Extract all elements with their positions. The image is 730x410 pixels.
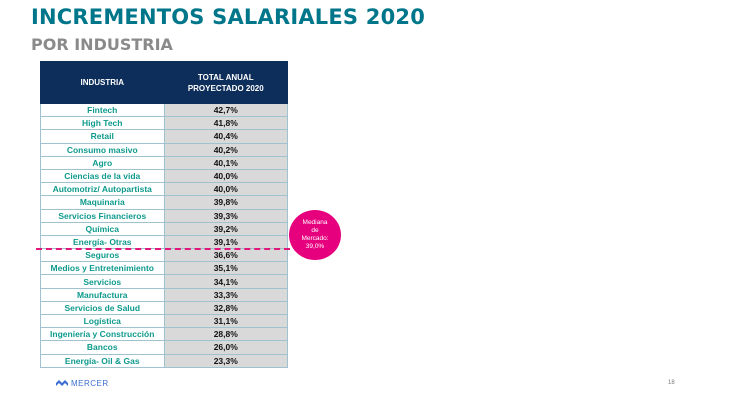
table-row: Química 39,2% — [40, 221, 288, 236]
value-cell: 33,3% — [163, 287, 288, 302]
value-cell: 40,0% — [163, 168, 288, 184]
table-row: Ciencias de la vida 40,0% — [40, 168, 288, 184]
table-row: Ingeniería y Construcción 28,8% — [40, 327, 288, 342]
value-cell: 28,8% — [163, 327, 288, 342]
table-row: Servicios 34,1% — [40, 274, 288, 289]
table-row: High Tech 41,8% — [40, 116, 288, 131]
table-row: Energía- Otras 39,1% — [40, 234, 288, 250]
value-cell: 31,1% — [163, 313, 288, 329]
value-cell: 32,8% — [163, 300, 288, 316]
header-industry: INDUSTRIA — [40, 61, 165, 104]
value-cell: 41,8% — [163, 116, 288, 131]
table-row: Fintech 42,7% — [40, 102, 288, 118]
industry-cell: Energía- Oil & Gas — [40, 353, 165, 368]
industry-cell: Automotriz/ Autopartista — [40, 182, 165, 197]
value-cell: 40,0% — [163, 182, 288, 197]
industry-cell: Bancos — [40, 340, 165, 355]
industry-cell: Logística — [40, 313, 165, 329]
page-subtitle: POR INDUSTRIA — [31, 35, 173, 54]
table-row: Servicios de Salud 32,8% — [40, 300, 288, 316]
value-cell: 35,1% — [163, 261, 288, 276]
value-cell: 42,7% — [163, 102, 288, 118]
table-row: Bancos 26,0% — [40, 340, 288, 355]
table-row: Retail 40,4% — [40, 129, 288, 144]
industry-cell: Servicios — [40, 274, 165, 289]
industry-cell: Química — [40, 221, 165, 236]
value-cell: 36,6% — [163, 248, 288, 263]
median-value: 39,0% — [305, 243, 325, 250]
table-row: Manufactura 33,3% — [40, 287, 288, 302]
industry-cell: Servicios de Salud — [40, 300, 165, 316]
industry-cell: Retail — [40, 129, 165, 144]
table-row: Agro 40,1% — [40, 155, 288, 170]
value-cell: 39,3% — [163, 208, 288, 223]
mercer-logo-icon — [56, 380, 68, 386]
industry-cell: Seguros — [40, 248, 165, 263]
industry-cell: Agro — [40, 155, 165, 170]
industry-cell: Ciencias de la vida — [40, 168, 165, 184]
industry-cell: Maquinaria — [40, 195, 165, 210]
value-cell: 34,1% — [163, 274, 288, 289]
industry-cell: Manufactura — [40, 287, 165, 302]
mercer-logo: MERCER — [56, 378, 109, 388]
table-row: Consumo masivo 40,2% — [40, 142, 288, 157]
table-body: Fintech 42,7% High Tech 41,8% Retail 40,4% Con… — [40, 102, 288, 368]
page-number: 18 — [668, 380, 675, 386]
header-total-line1: TOTAL ANUAL — [197, 72, 254, 82]
median-line2: de — [311, 227, 319, 234]
industry-cell: High Tech — [40, 116, 165, 131]
salary-table: INDUSTRIA TOTAL ANUAL PROYECTADO 2020 Fi… — [40, 61, 288, 368]
table-header-row: INDUSTRIA TOTAL ANUAL PROYECTADO 2020 — [40, 61, 288, 104]
industry-cell: Consumo masivo — [40, 142, 165, 157]
header-total: TOTAL ANUAL PROYECTADO 2020 — [163, 61, 288, 104]
page-title: INCREMENTOS SALARIALES 2020 — [31, 5, 426, 29]
table-row: Automotriz/ Autopartista 40,0% — [40, 182, 288, 197]
value-cell: 39,8% — [163, 195, 288, 210]
industry-cell: Medios y Entretenimiento — [40, 261, 165, 276]
industry-cell: Fintech — [40, 102, 165, 118]
value-cell: 40,2% — [163, 142, 288, 157]
table-row: Servicios Financieros 39,3% — [40, 208, 288, 223]
value-cell: 39,1% — [163, 234, 288, 250]
industry-cell: Energía- Otras — [40, 234, 165, 250]
table-row: Logística 31,1% — [40, 313, 288, 329]
value-cell: 26,0% — [163, 340, 288, 355]
table-row: Energía- Oil & Gas 23,3% — [40, 353, 288, 368]
table-row: Maquinaria 39,8% — [40, 195, 288, 210]
logo-text: MERCER — [71, 378, 109, 388]
value-cell: 23,3% — [163, 353, 288, 368]
median-divider-line — [36, 248, 290, 250]
value-cell: 39,2% — [163, 221, 288, 236]
industry-cell: Ingeniería y Construcción — [40, 327, 165, 342]
table-row: Seguros 36,6% — [40, 248, 288, 263]
table-row: Medios y Entretenimiento 35,1% — [40, 261, 288, 276]
median-bubble: Mediana de Mercado: 39,0% — [289, 210, 341, 260]
industry-cell: Servicios Financieros — [40, 208, 165, 223]
value-cell: 40,1% — [163, 155, 288, 170]
value-cell: 40,4% — [163, 129, 288, 144]
median-line1: Mediana — [302, 219, 328, 226]
median-line3: Mercado: — [301, 235, 329, 242]
header-total-line2: PROYECTADO 2020 — [187, 83, 264, 93]
